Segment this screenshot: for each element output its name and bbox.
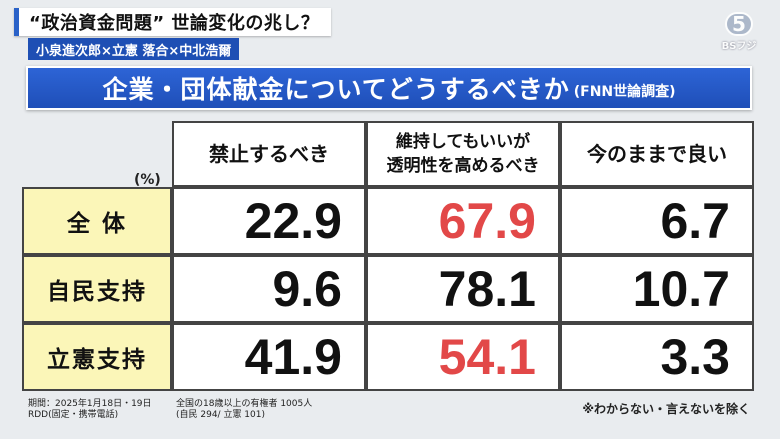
footer-note: ※わからない・言えないを除く	[582, 402, 750, 416]
column-header-2: 維持してもいいが 透明性を高めるべき	[366, 121, 560, 187]
column-header-3: 今のままで良い	[560, 121, 754, 187]
row-header-1: 全 体	[22, 187, 172, 255]
value-cell: 54.1	[366, 323, 560, 391]
unit-label: (%)	[134, 172, 161, 188]
column-header-label: 今のままで良い	[587, 141, 727, 167]
row-header-3: 立憲支持	[22, 323, 172, 391]
value-cell: 78.1	[366, 255, 560, 323]
survey-source: (FNN世論調査)	[573, 84, 676, 100]
guest-caption-text: 小泉進次郎×立憲 落合×中北浩爾	[36, 43, 232, 59]
column-header-line: 維持してもいいが	[395, 132, 531, 152]
value-cell: 3.3	[560, 323, 754, 391]
value-text: 41.9	[244, 329, 342, 385]
value-text: 3.3	[660, 329, 730, 385]
footer-sample-text: 全国の18歳以上の有権者 1005人	[176, 399, 313, 409]
value-text: 78.1	[438, 261, 536, 317]
value-text: 54.1	[438, 329, 536, 385]
value-text: 67.9	[438, 193, 536, 249]
value-text: 6.7	[660, 193, 730, 249]
column-header-line: 禁止するべき	[209, 142, 329, 166]
footer-period-text: 期間：2025年1月18日・19日	[28, 399, 152, 409]
channel-logo: 5 BSフジ	[710, 12, 768, 52]
channel-logo-text: BSフジ	[721, 41, 757, 52]
value-cell: 41.9	[172, 323, 366, 391]
column-header-label: 禁止するべき	[209, 141, 329, 167]
row-header-label: 全 体	[66, 211, 127, 237]
row-header-label: 自民支持	[47, 279, 147, 305]
program-title-text: “政治資金問題” 世論変化の兆し？	[29, 13, 320, 34]
row-header-2: 自民支持	[22, 255, 172, 323]
value-cell: 22.9	[172, 187, 366, 255]
column-header-1: 禁止するべき	[172, 121, 366, 187]
value-cell: 10.7	[560, 255, 754, 323]
value-cell: 6.7	[560, 187, 754, 255]
program-title: “政治資金問題” 世論変化の兆し？	[14, 8, 332, 36]
survey-banner: 企業・団体献金についてどうするべきか (FNN世論調査)	[26, 66, 752, 110]
footer-period: 期間：2025年1月18日・19日 RDD(固定・携帯電話)	[28, 399, 152, 421]
footer-sample: 全国の18歳以上の有権者 1005人 (自民 294/ 立憲 101)	[176, 399, 312, 421]
footer-sample-detail: (自民 294/ 立憲 101)	[176, 410, 265, 420]
column-header-line: 今のままで良い	[587, 142, 727, 166]
survey-question: 企業・団体献金についてどうするべきか	[102, 75, 570, 104]
row-header-label: 立憲支持	[47, 347, 147, 373]
footer-method-text: RDD(固定・携帯電話)	[28, 410, 119, 420]
value-text: 22.9	[244, 193, 342, 249]
value-cell: 9.6	[172, 255, 366, 323]
channel-logo-icon: 5	[725, 12, 753, 36]
value-cell: 67.9	[366, 187, 560, 255]
column-header-line: 透明性を高めるべき	[386, 156, 540, 176]
value-text: 9.6	[272, 261, 342, 317]
value-text: 10.7	[632, 261, 730, 317]
guest-caption: 小泉進次郎×立憲 落合×中北浩爾	[28, 38, 240, 60]
column-header-label: 維持してもいいが 透明性を高めるべき	[387, 130, 540, 178]
